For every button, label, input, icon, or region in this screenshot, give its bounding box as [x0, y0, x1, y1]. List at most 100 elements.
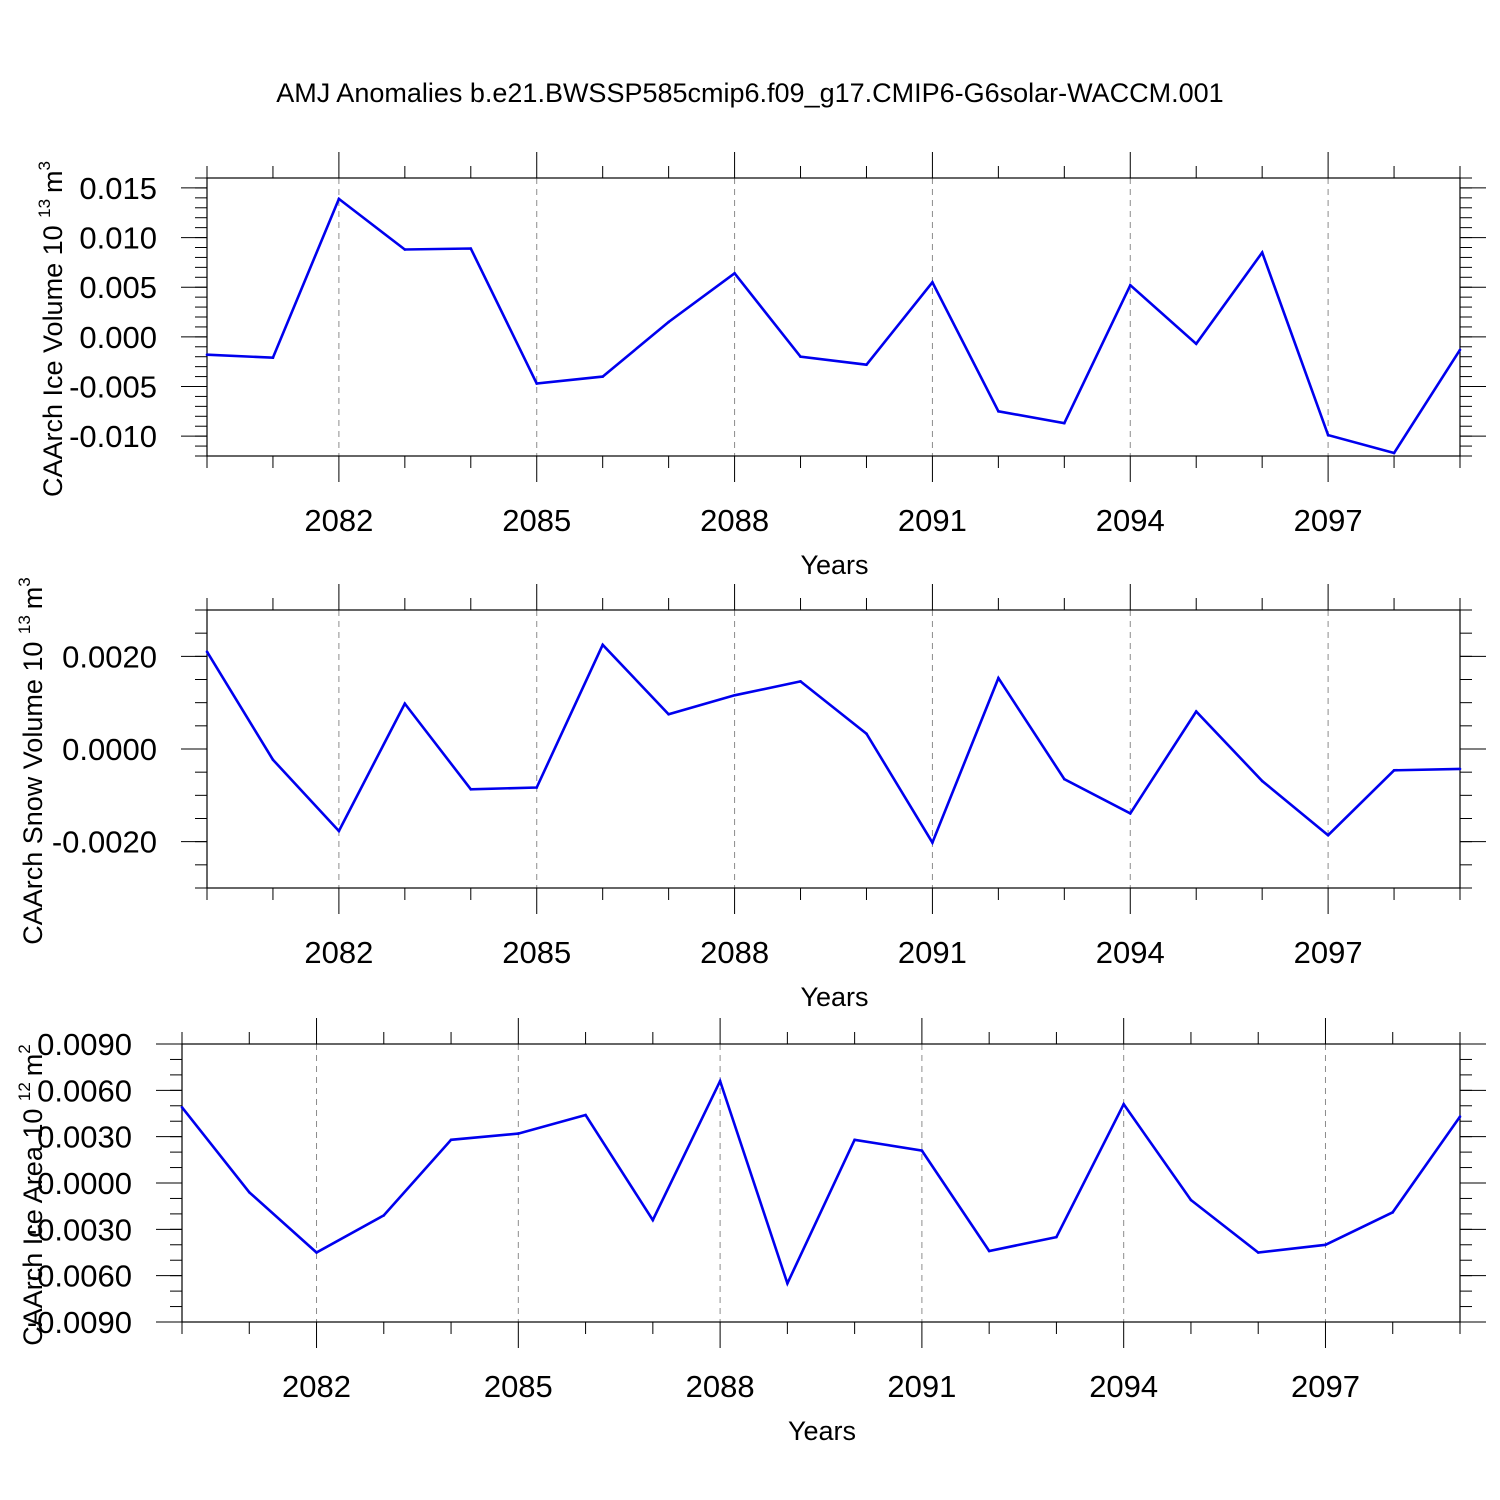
y-tick-label: 0.0060 [37, 1073, 132, 1108]
data-point-2088 [718, 1079, 722, 1083]
y-axis-label-unit: m [18, 587, 48, 610]
x-tick-label: 2097 [1294, 503, 1363, 538]
plot-frame [181, 1043, 1461, 1323]
data-point-2099 [1458, 767, 1462, 771]
data-point-2084 [469, 247, 473, 250]
y-axis-label-main: CAArch Snow Volume 10 [18, 634, 48, 945]
data-point-2084 [469, 788, 473, 791]
data-point-2081 [247, 1190, 251, 1194]
y-tick-label: -0.0090 [27, 1305, 132, 1340]
data-point-2098 [1392, 769, 1396, 772]
chart-panel-2: -0.0020 0.0000 0.0020 2082 2085 2088 2091 2094 2… [15, 577, 1486, 1012]
y-axis-label-main: CAArch Ice Area 10 [18, 1101, 48, 1346]
data-point-2094 [1128, 283, 1132, 287]
x-axis-label: Years [800, 550, 868, 580]
data-point-2096 [1256, 1251, 1260, 1254]
x-axis-label: Years [800, 982, 868, 1012]
data-point-2093 [1055, 1235, 1058, 1239]
x-tick-label: 2085 [484, 1369, 553, 1404]
data-point-2082 [337, 197, 341, 201]
chart-panel-3: -0.0090 -0.0060 -0.0030 0.0000 0.0030 0.0060 0… [15, 1018, 1486, 1446]
data-point-2086 [601, 375, 604, 378]
data-point-2094 [1128, 812, 1132, 815]
data-point-2081 [271, 356, 275, 360]
y-axis-label: CAArch Ice Area 10 12 m2 [15, 1044, 48, 1346]
x-tick-label: 2082 [304, 503, 373, 538]
data-point-2088 [733, 693, 736, 697]
data-point-2082 [315, 1251, 318, 1254]
data-point-2089 [799, 680, 802, 683]
data-point-2089 [786, 1282, 789, 1285]
x-tick-label: 2088 [700, 503, 769, 538]
data-point-2086 [601, 643, 604, 647]
data-point-2096 [1260, 251, 1264, 254]
data-point-2098 [1392, 451, 1396, 455]
data-point-2083 [403, 702, 407, 705]
y-axis-label-unit-exponent: 2 [15, 1044, 34, 1053]
y-tick-label: -0.0020 [52, 825, 157, 860]
data-point-2091 [931, 841, 934, 844]
data-point-2091 [920, 1149, 924, 1152]
x-tick-label: 2097 [1291, 1369, 1360, 1404]
data-point-2096 [1260, 779, 1264, 783]
y-tick-label: 0.0000 [62, 732, 157, 767]
y-axis-label: CAArch Snow Volume 10 13 m3 [15, 577, 48, 945]
data-point-2083 [382, 1214, 386, 1217]
y-tick-label: 0.015 [79, 171, 157, 206]
data-point-2095 [1194, 342, 1198, 346]
x-tick-label: 2085 [502, 503, 571, 538]
y-tick-label: 0.0090 [37, 1027, 132, 1062]
y-axis-label: CAArch Ice Volume 10 13 m3 [35, 161, 68, 497]
chart-panel-1: -0.010 -0.005 0.000 0.005 0.010 0.015 2082 2085… [35, 152, 1486, 580]
y-axis-label-exponent: 13 [15, 615, 34, 634]
data-point-2090 [865, 363, 868, 366]
y-axis-label-unit: m [38, 170, 68, 193]
data-point-2089 [799, 355, 802, 359]
data-point-2080 [205, 650, 209, 653]
data-point-2097 [1324, 1243, 1327, 1247]
data-point-2093 [1063, 421, 1066, 425]
y-tick-label: -0.0060 [27, 1259, 132, 1294]
y-tick-label: 0.0020 [62, 639, 157, 674]
y-axis-label-exponent: 13 [35, 199, 54, 218]
data-point-2084 [449, 1138, 453, 1142]
x-tick-label: 2097 [1294, 935, 1363, 970]
y-tick-label: 0.010 [79, 221, 157, 256]
y-tick-label: 0.000 [79, 320, 157, 355]
data-point-2087 [667, 320, 670, 324]
data-point-2095 [1194, 710, 1198, 713]
data-point-2081 [271, 758, 275, 761]
data-point-2094 [1122, 1102, 1125, 1106]
y-axis-label-unit-exponent: 3 [35, 161, 54, 170]
x-axis-label: Years [788, 1416, 856, 1446]
data-point-2095 [1189, 1198, 1193, 1202]
x-tick-label: 2088 [700, 935, 769, 970]
data-point-2098 [1391, 1211, 1395, 1214]
data-point-2092 [987, 1249, 991, 1253]
y-tick-label: 0.005 [79, 270, 157, 305]
data-point-2092 [997, 676, 1000, 680]
x-tick-label: 2094 [1089, 1369, 1158, 1404]
series-line [180, 1077, 1462, 1287]
x-tick-label: 2082 [282, 1369, 351, 1404]
x-tick-label: 2094 [1096, 503, 1165, 538]
y-axis-label-main: CAArch Ice Volume 10 [38, 218, 68, 497]
data-point-2080 [205, 353, 209, 357]
plot-frame [206, 177, 1461, 457]
y-tick-label: -0.005 [69, 370, 157, 405]
data-point-2087 [651, 1218, 655, 1222]
y-axis-label-exponent: 12 [15, 1082, 34, 1101]
series-line [205, 642, 1461, 846]
data-point-2099 [1458, 1115, 1462, 1118]
y-axis-label-unit: m [18, 1054, 48, 1077]
data-point-2085 [517, 1132, 520, 1135]
y-tick-label: -0.010 [69, 419, 157, 454]
data-point-2085 [535, 786, 539, 789]
data-point-2097 [1326, 833, 1330, 837]
data-point-2086 [584, 1113, 587, 1117]
chart-title: AMJ Anomalies b.e21.BWSSP585cmip6.f09_g1… [276, 78, 1224, 108]
data-point-2088 [733, 272, 736, 275]
data-point-2092 [997, 410, 1000, 413]
y-tick-label: 0.0000 [37, 1166, 132, 1201]
